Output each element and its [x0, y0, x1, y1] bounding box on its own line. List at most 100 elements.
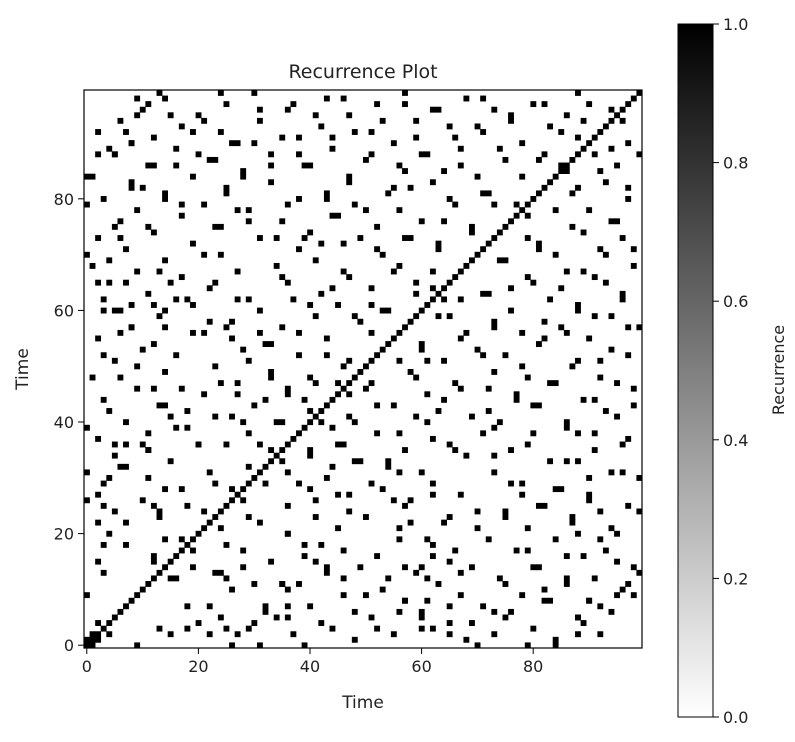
- recurrence-cell: [429, 268, 436, 275]
- recurrence-cell: [385, 463, 392, 470]
- recurrence-cell: [402, 324, 408, 331]
- recurrence-cell: [184, 424, 191, 431]
- recurrence-cell: [162, 190, 168, 197]
- recurrence-cell: [217, 525, 224, 532]
- recurrence-cell: [128, 179, 135, 186]
- recurrence-cell: [502, 257, 509, 264]
- recurrence-cell: [630, 402, 637, 409]
- recurrence-cell: [396, 207, 403, 214]
- recurrence-cell: [446, 631, 453, 638]
- recurrence-cell: [630, 385, 637, 392]
- recurrence-cell: [563, 553, 570, 560]
- recurrence-cell: [491, 201, 498, 208]
- recurrence-cell: [614, 413, 620, 420]
- recurrence-cell: [363, 514, 369, 520]
- recurrence-cell: [636, 508, 643, 515]
- recurrence-cell: [150, 229, 157, 236]
- recurrence-cell: [625, 581, 632, 587]
- recurrence-cell: [212, 514, 219, 520]
- recurrence-cell: [535, 190, 542, 197]
- recurrence-cell: [396, 525, 403, 532]
- recurrence-cell: [100, 541, 107, 548]
- recurrence-cell: [212, 156, 219, 163]
- recurrence-cell: [301, 541, 308, 548]
- recurrence-cell: [296, 196, 302, 202]
- recurrence-cell: [234, 380, 241, 387]
- recurrence-cell: [262, 463, 269, 470]
- recurrence-cell: [89, 262, 96, 269]
- recurrence-cell: [480, 190, 487, 197]
- recurrence-cell: [145, 581, 152, 587]
- recurrence-cell: [312, 380, 319, 387]
- recurrence-cell: [614, 530, 620, 537]
- recurrence-cell: [580, 229, 587, 236]
- recurrence-cell: [279, 218, 286, 225]
- recurrence-cell: [435, 246, 442, 253]
- recurrence-cell: [340, 441, 347, 448]
- recurrence-cell: [496, 257, 503, 264]
- recurrence-cell: [212, 480, 219, 487]
- recurrence-cell: [513, 201, 520, 208]
- recurrence-cell: [296, 352, 302, 359]
- recurrence-cell: [273, 419, 280, 426]
- recurrence-cell: [95, 129, 102, 135]
- recurrence-cell: [201, 117, 208, 124]
- recurrence-cell: [346, 274, 353, 281]
- recurrence-cell: [575, 134, 581, 141]
- recurrence-cell: [195, 151, 202, 158]
- x-axis-label: Time: [341, 693, 384, 713]
- recurrence-cell: [558, 129, 565, 135]
- recurrence-cell: [602, 279, 609, 286]
- recurrence-cell: [524, 642, 531, 649]
- recurrence-cell: [351, 374, 358, 381]
- recurrence-cell: [608, 218, 615, 225]
- recurrence-cell: [195, 620, 202, 626]
- recurrence-cell: [301, 642, 308, 649]
- recurrence-cell: [586, 207, 593, 214]
- recurrence-cell: [251, 140, 258, 147]
- recurrence-cell: [351, 313, 358, 320]
- recurrence-cell: [563, 162, 570, 169]
- recurrence-cell: [290, 631, 297, 638]
- recurrence-cell: [407, 497, 414, 504]
- recurrence-cell: [307, 374, 314, 381]
- recurrence-cell: [625, 184, 632, 191]
- recurrence-cell: [519, 207, 526, 214]
- recurrence-cell: [150, 558, 157, 565]
- recurrence-cell: [134, 592, 141, 599]
- recurrence-cell: [580, 396, 587, 403]
- x-tick-label: 40: [300, 657, 320, 676]
- recurrence-cell: [597, 536, 604, 543]
- recurrence-cell: [190, 129, 196, 135]
- recurrence-cell: [429, 285, 436, 292]
- colorbar-tick-label: 0.4: [723, 431, 748, 450]
- recurrence-cell: [217, 251, 224, 258]
- recurrence-cell: [318, 290, 325, 297]
- recurrence-cell: [335, 441, 341, 448]
- recurrence-cell: [296, 246, 302, 253]
- recurrence-cell: [614, 558, 620, 565]
- recurrence-cell: [429, 106, 436, 113]
- recurrence-cell: [106, 475, 113, 481]
- recurrence-cell: [496, 145, 503, 152]
- recurrence-cell: [284, 586, 291, 593]
- recurrence-cell: [469, 229, 475, 236]
- recurrence-cell: [630, 262, 637, 269]
- recurrence-cell: [84, 469, 90, 476]
- recurrence-cell: [156, 313, 163, 320]
- recurrence-cell: [625, 101, 632, 108]
- x-tick-label: 80: [523, 657, 543, 676]
- recurrence-cell: [524, 274, 531, 281]
- recurrence-cell: [273, 262, 280, 269]
- recurrence-cell: [195, 441, 202, 448]
- recurrence-cell: [307, 229, 314, 236]
- recurrence-cell: [457, 162, 464, 169]
- recurrence-cell: [508, 307, 514, 314]
- recurrence-cell: [190, 536, 196, 543]
- recurrence-cell: [418, 346, 425, 353]
- recurrence-cell: [396, 536, 403, 543]
- recurrence-cell: [262, 480, 269, 487]
- recurrence-cell: [441, 168, 447, 174]
- recurrence-cell: [402, 447, 408, 453]
- recurrence-cell: [625, 502, 632, 509]
